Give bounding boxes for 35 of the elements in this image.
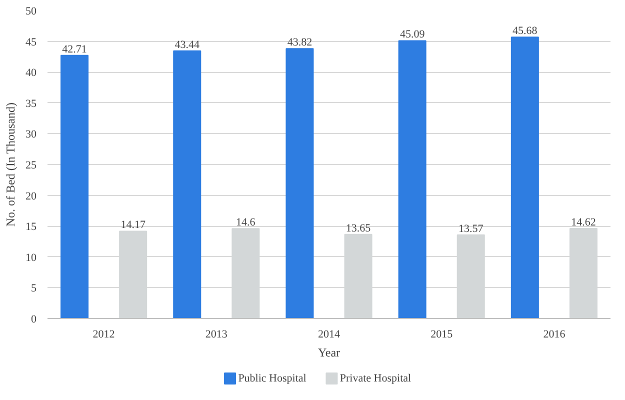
y-tick-label: 45 (26, 36, 37, 48)
data-label: 45.68 (512, 25, 538, 38)
x-tick-label: 2016 (543, 328, 566, 340)
bar (398, 40, 426, 318)
bar (510, 36, 539, 318)
y-tick-label: 5 (31, 282, 37, 295)
legend-label: Private Hospital (340, 372, 412, 384)
y-tick-label: 30 (26, 128, 37, 141)
data-label: 14.6 (236, 216, 256, 229)
bar (60, 54, 89, 318)
x-axis-title: Year (318, 346, 340, 360)
data-label: 14.62 (571, 216, 596, 228)
y-tick-label: 0 (31, 314, 37, 326)
x-tick-label: 2013 (205, 328, 228, 340)
y-tick-label: 35 (26, 98, 37, 110)
y-tick-label: 25 (26, 160, 37, 172)
y-tick-label: 50 (26, 6, 37, 18)
data-label: 13.65 (346, 222, 372, 234)
data-label: 43.82 (287, 36, 312, 49)
data-label: 45.09 (400, 28, 426, 41)
data-label: 13.57 (458, 222, 484, 235)
legend-label: Public Hospital (238, 372, 306, 384)
x-tick-label: 2015 (430, 328, 454, 340)
bar (173, 50, 202, 318)
bar (286, 48, 314, 318)
data-label: 43.44 (174, 38, 200, 51)
data-label: 14.17 (120, 219, 146, 232)
y-tick-label: 15 (26, 221, 37, 234)
data-label: 42.71 (62, 43, 87, 56)
x-tick-label: 2014 (318, 328, 340, 340)
y-tick-label: 10 (26, 252, 37, 264)
y-tick-label: 40 (26, 67, 37, 80)
y-axis-title: No. of Bed (In Thousand) (4, 102, 18, 227)
x-tick-label: 2012 (92, 328, 115, 340)
y-tick-label: 20 (26, 190, 37, 202)
